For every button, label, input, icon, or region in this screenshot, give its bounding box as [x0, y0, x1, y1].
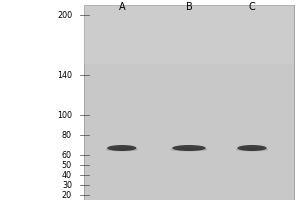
Text: 80: 80 — [62, 130, 72, 140]
Text: 30: 30 — [62, 180, 72, 190]
Text: 200: 200 — [57, 10, 72, 20]
Ellipse shape — [172, 145, 206, 151]
Text: A: A — [118, 2, 125, 12]
Bar — [84, 5, 294, 64]
Text: 140: 140 — [57, 71, 72, 79]
Text: 100: 100 — [57, 110, 72, 119]
Text: 20: 20 — [62, 190, 72, 200]
Text: 40: 40 — [62, 170, 72, 180]
Ellipse shape — [107, 145, 136, 151]
Text: 50: 50 — [62, 160, 72, 170]
Bar — [84, 5, 294, 200]
Text: B: B — [186, 2, 192, 12]
Ellipse shape — [170, 148, 208, 151]
Text: 60: 60 — [62, 150, 72, 160]
Text: C: C — [249, 2, 255, 12]
Ellipse shape — [106, 148, 138, 151]
Ellipse shape — [236, 148, 268, 151]
Ellipse shape — [237, 145, 267, 151]
